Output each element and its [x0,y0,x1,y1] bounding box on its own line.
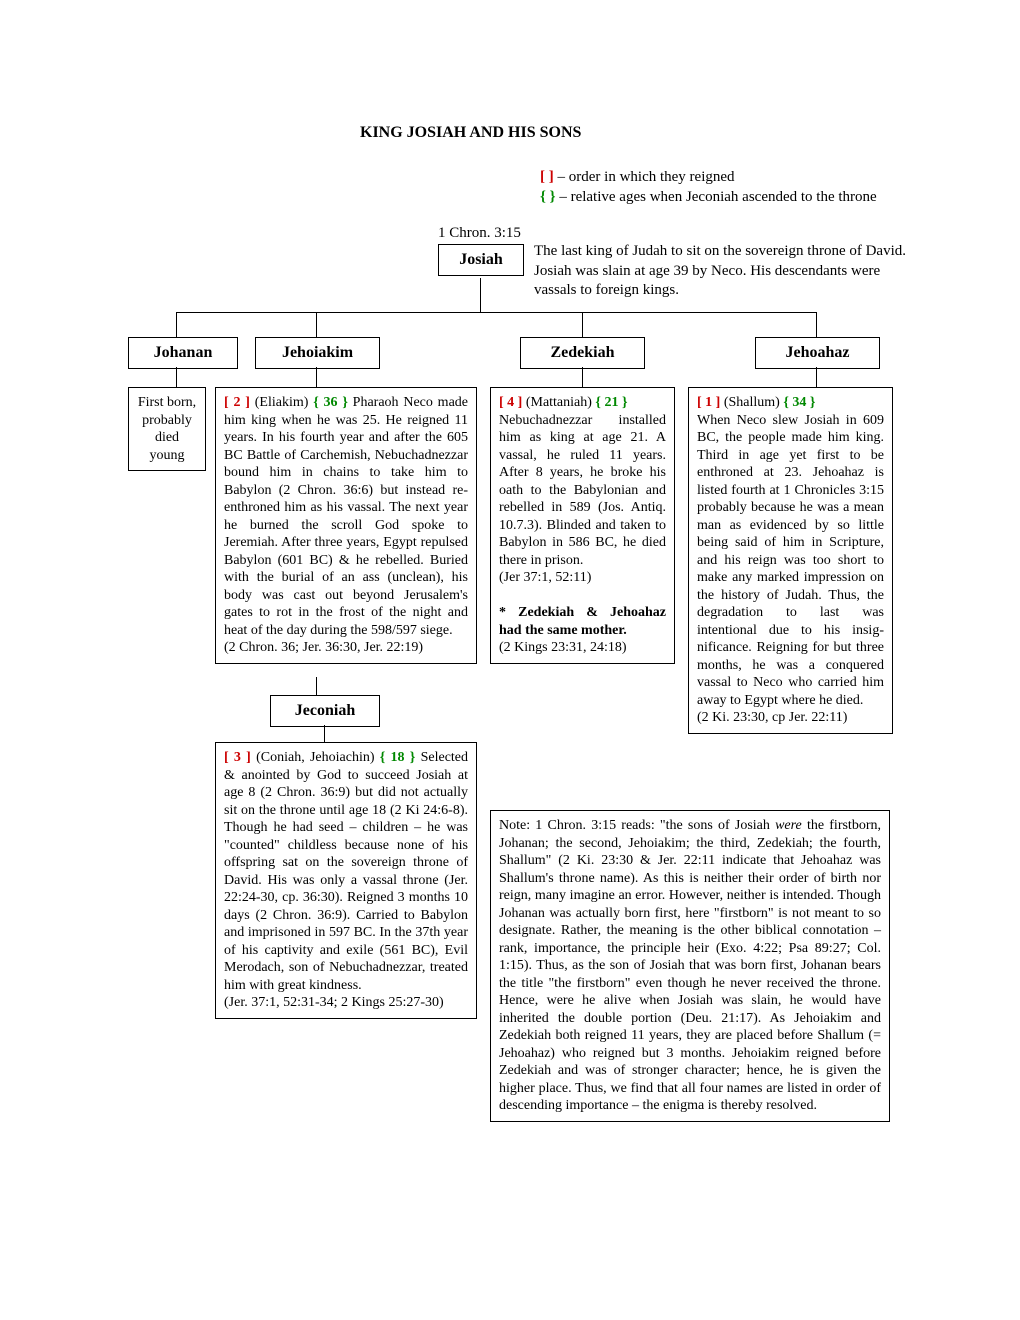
jehoiakim-alt: (Eliakim) [250,395,313,410]
tree-line [176,367,177,387]
jehoahaz-age: { 34 } [783,395,815,410]
legend: [ ] – order in which they reigned { } – … [540,168,877,207]
tree-line [582,312,583,337]
zedekiah-ref2: (2 Kings 23:31, 24:18) [499,640,627,655]
tree-line [324,725,325,742]
legend-order-text: – order in which they reigned [554,169,735,185]
legend-age-text: – relative ages when Jeconiah ascended t… [556,189,877,205]
jeconiah-order: [ 3 ] [224,750,251,765]
jehoiakim-age: { 36 } [313,395,348,410]
tree-line [316,312,317,337]
jehoahaz-alt: (Shallum) [720,395,783,410]
zedekiah-age: { 21 } [595,395,627,410]
tree-line [176,312,177,337]
jehoiakim-order: [ 2 ] [224,395,250,410]
jehoiakim-refs: (2 Chron. 36; Jer. 36:30, Jer. 22:19) [224,640,423,655]
johanan-desc: First born, probably died young [128,387,206,471]
jehoahaz-refs: (2 Ki. 23:30, cp Jer. 22:11) [697,710,847,725]
zedekiah-alt: (Mattaniah) [522,395,595,410]
jeconiah-desc: [ 3 ] (Coniah, Jehoiachin) { 18 } Select… [215,742,477,1019]
zedekiah-desc: [ 4 ] (Mattaniah) { 21 } Nebuchadnezzar … [490,387,675,664]
page: KING JOSIAH AND HIS SONS [ ] – order in … [0,0,1020,1320]
tree-line [582,367,583,387]
note-prefix: Note: 1 Chron. 3:15 reads: "the sons of … [499,818,775,833]
zedekiah-ref1: (Jer 37:1, 52:11) [499,570,591,585]
zedekiah-note: * Zedekiah & Jehoahaz had the same mothe… [499,605,666,638]
legend-age-bracket: { } [540,189,556,205]
tree-line [176,312,816,313]
jeconiah-alt: (Coniah, Jehoiachin) [251,750,380,765]
note-rest: the firstborn, Johanan; the second, Jeho… [499,818,881,1113]
jeconiah-age: { 18 } [380,750,416,765]
josiah-box: Josiah [438,244,524,276]
jehoiakim-desc: [ 2 ] (Eliakim) { 36 } Pharaoh Neco made… [215,387,477,664]
zedekiah-box: Zedekiah [520,337,645,369]
jeconiah-box: Jeconiah [270,695,380,727]
note-box: Note: 1 Chron. 3:15 reads: "the sons of … [490,810,890,1122]
jeconiah-text: Selected & anointed by God to succeed Jo… [224,750,468,993]
jehoahaz-text: When Neco slew Josiah in 609 BC, the peo… [697,413,884,708]
tree-line [316,677,317,695]
jehoiakim-box: Jehoiakim [255,337,380,369]
tree-line [816,367,817,387]
josiah-desc: The last king of Judah to sit on the sov… [534,242,914,301]
jehoahaz-box: Jehoahaz [755,337,880,369]
tree-line [316,367,317,387]
tree-line [816,312,817,337]
tree-line [480,278,481,312]
legend-order-bracket: [ ] [540,169,554,185]
jeconiah-refs: (Jer. 37:1, 52:31-34; 2 Kings 25:27-30) [224,995,444,1010]
johanan-box: Johanan [128,337,238,369]
jehoiakim-text: Pharaoh Neco made him king when he was 2… [224,395,468,638]
zedekiah-order: [ 4 ] [499,395,522,410]
page-title: KING JOSIAH AND HIS SONS [360,124,581,142]
josiah-ref: 1 Chron. 3:15 [438,225,521,242]
jehoahaz-desc: [ 1 ] (Shallum) { 34 } When Neco slew Jo… [688,387,893,734]
zedekiah-text: Nebuchadnezzar installed him as king at … [499,413,666,568]
note-italic: were [775,818,802,833]
jehoahaz-order: [ 1 ] [697,395,720,410]
